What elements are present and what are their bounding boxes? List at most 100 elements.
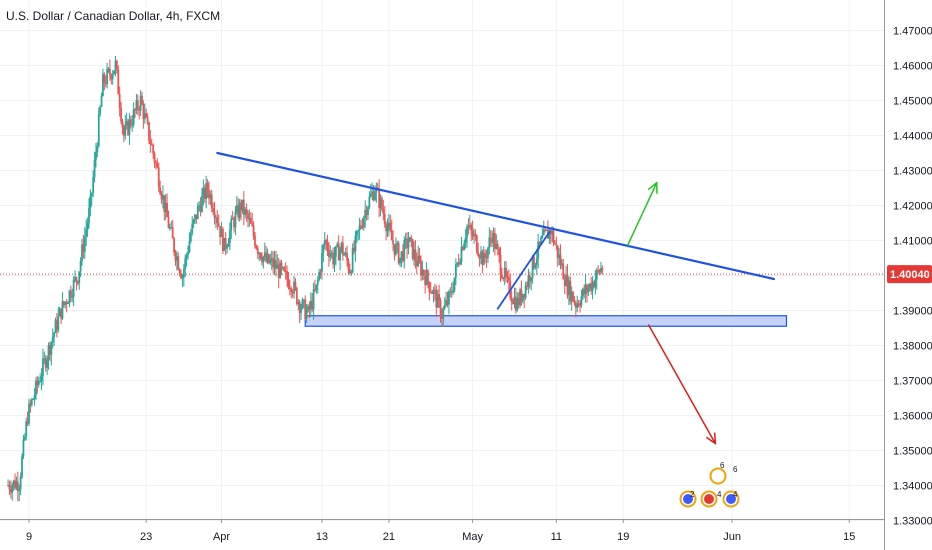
rising-channel-line[interactable] xyxy=(496,230,551,310)
candle-body xyxy=(506,276,509,278)
candle-body xyxy=(343,254,346,256)
bullish-arrow-head xyxy=(647,181,658,194)
candle-body xyxy=(396,243,399,245)
candle-body xyxy=(565,274,567,286)
event-count: 6 xyxy=(733,465,738,474)
candle-body xyxy=(354,235,357,252)
candle-body xyxy=(427,270,429,282)
candle-body xyxy=(39,381,42,383)
candle-body xyxy=(156,163,159,168)
candle-body xyxy=(321,252,323,272)
candle-body xyxy=(276,264,279,269)
candle-body xyxy=(166,202,169,217)
candle-body xyxy=(281,267,284,269)
candle-body xyxy=(72,279,75,297)
candle-body xyxy=(467,226,470,228)
candle-body xyxy=(420,261,422,276)
descending-trendline[interactable] xyxy=(216,151,776,281)
candle-body xyxy=(141,95,143,105)
candle-body xyxy=(572,291,574,302)
candle-body xyxy=(92,177,95,194)
candle-body xyxy=(597,270,600,272)
event-count: 6 xyxy=(720,461,725,470)
candle-body xyxy=(35,380,37,396)
candle-body xyxy=(526,285,528,287)
candle-body xyxy=(403,240,406,261)
event-count: 4 xyxy=(717,490,722,499)
candle-body xyxy=(574,303,577,308)
candle-body xyxy=(227,243,230,247)
candle-body xyxy=(118,94,121,108)
event-markers[interactable]: 2 6 6 4 4 xyxy=(679,461,740,508)
candle-body xyxy=(480,251,482,259)
candle-body xyxy=(53,332,56,338)
candle-body xyxy=(110,74,113,80)
candle-body xyxy=(277,264,280,279)
candle-body xyxy=(152,144,155,154)
candle-body xyxy=(503,267,506,279)
current-price-label: 1.40040 xyxy=(890,269,930,281)
candle-body xyxy=(240,202,242,211)
candle-body xyxy=(290,288,293,293)
candle-body xyxy=(521,293,524,302)
candle-body xyxy=(415,260,418,267)
candle-body xyxy=(288,287,291,289)
candle-body xyxy=(365,209,368,215)
candle-body xyxy=(263,252,266,257)
support-zone[interactable] xyxy=(304,315,788,327)
candle-body xyxy=(8,485,11,490)
candle-body xyxy=(569,280,572,302)
candle-body xyxy=(410,237,413,240)
candle-body xyxy=(590,283,593,291)
candle-body xyxy=(162,195,164,200)
event-marker-circle[interactable] xyxy=(709,467,727,485)
candle-body xyxy=(268,254,270,263)
candle-body xyxy=(170,227,173,229)
candle-body xyxy=(424,275,427,285)
candle-body xyxy=(96,146,99,153)
candle-body xyxy=(332,252,335,265)
candle-body xyxy=(247,213,249,219)
bearish-arrow[interactable] xyxy=(647,324,717,446)
candle-body xyxy=(269,260,272,263)
candle-body xyxy=(205,183,208,200)
candle-body xyxy=(57,316,60,331)
candle-body xyxy=(545,229,548,231)
candle-body xyxy=(89,196,92,208)
candle-body xyxy=(594,279,597,288)
y-tick-label: 1.39000 xyxy=(893,306,932,318)
candle-body xyxy=(443,305,446,309)
candle-body xyxy=(337,243,340,261)
x-tick-label: 11 xyxy=(551,531,562,543)
candle-body xyxy=(177,256,180,270)
candle-body xyxy=(173,238,175,253)
candle-body xyxy=(527,275,530,287)
candle-body xyxy=(584,285,587,295)
bullish-arrow[interactable] xyxy=(626,181,658,247)
candle-body xyxy=(404,238,407,241)
candle-body xyxy=(347,260,350,271)
candle-body xyxy=(132,109,135,125)
y-tick-label: 1.47000 xyxy=(893,26,932,38)
candle-body xyxy=(487,247,489,259)
candle-body xyxy=(83,236,86,252)
candle-body xyxy=(85,229,88,237)
candle-body xyxy=(297,301,300,304)
candle-body xyxy=(9,489,12,493)
candle-body xyxy=(216,217,219,224)
candle-body xyxy=(208,189,210,199)
candle-body xyxy=(495,243,498,249)
candle-body xyxy=(519,289,521,306)
candle-body xyxy=(30,399,33,405)
candles xyxy=(7,56,604,502)
candle-body xyxy=(160,194,163,200)
candle-body xyxy=(44,358,47,368)
grid xyxy=(0,0,884,521)
candle-body xyxy=(294,281,297,288)
candle-body xyxy=(540,237,542,244)
candle-body xyxy=(50,342,53,355)
candle-body xyxy=(551,230,554,235)
candle-body xyxy=(58,308,61,317)
candle-body xyxy=(383,213,386,225)
candle-body xyxy=(452,290,454,293)
